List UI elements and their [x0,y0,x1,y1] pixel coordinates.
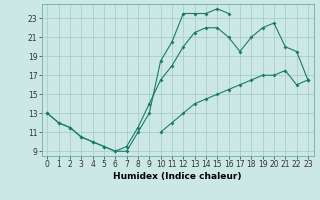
X-axis label: Humidex (Indice chaleur): Humidex (Indice chaleur) [113,172,242,181]
